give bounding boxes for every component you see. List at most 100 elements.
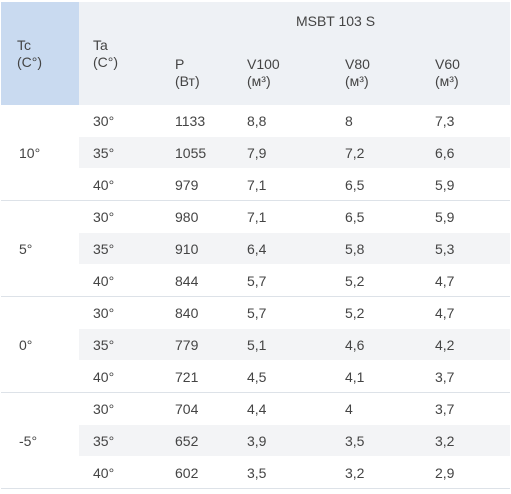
header-unit: (м³) <box>435 72 459 89</box>
table-row: 0° 30° 840 5,7 5,2 4,7 <box>1 296 510 393</box>
table-cell: 4 <box>331 392 421 425</box>
cell-value: 4,6 <box>345 336 365 353</box>
table-cell: 844 <box>161 264 233 297</box>
table-cell: 8 <box>331 105 421 137</box>
table-cell: 652 <box>161 424 233 457</box>
table-cell: 3,2 <box>331 456 421 489</box>
table-cell: 5,2 <box>331 296 421 329</box>
table-cell: 6,5 <box>331 168 421 201</box>
table-cell: 35° <box>79 424 161 457</box>
table-cell: 7,1 <box>233 168 331 201</box>
table-cell: 3,2 <box>421 424 510 457</box>
cell-value: 6,5 <box>345 208 365 225</box>
cell-value: 3,2 <box>345 464 365 481</box>
cell-value: 5,9 <box>435 176 455 193</box>
cell-value: 980 <box>175 208 199 225</box>
cell-value: 1055 <box>175 144 207 161</box>
cell-value: 4 <box>345 400 353 417</box>
table-cell: 3,7 <box>421 360 510 393</box>
table-cell: 910 <box>161 232 233 265</box>
cell-value: 2,9 <box>435 464 455 481</box>
cell-value: 652 <box>175 432 199 449</box>
cell-value: 3,7 <box>435 400 455 417</box>
header-text: V100 <box>247 55 280 72</box>
cell-value: 5,1 <box>247 336 267 353</box>
cell-value: 7,1 <box>247 176 267 193</box>
cell-value: 5,7 <box>247 272 267 289</box>
table-cell: 7,9 <box>233 136 331 169</box>
cell-value: 910 <box>175 240 199 257</box>
cell-value: 35° <box>93 240 115 257</box>
table-cell: 6,6 <box>421 136 510 169</box>
table-cell: 6,4 <box>233 232 331 265</box>
table-cell: 35° <box>79 328 161 361</box>
table-cell: 7,3 <box>421 105 510 137</box>
header-unit: (м³) <box>247 72 271 89</box>
table-cell: 30° <box>79 296 161 329</box>
table-cell: 1133 <box>161 105 233 137</box>
table-cell: 5,2 <box>331 264 421 297</box>
cell-value: 5,9 <box>435 208 455 225</box>
table-cell: 5,7 <box>233 264 331 297</box>
cell-value: 6,5 <box>345 176 365 193</box>
table-cell: 5,3 <box>421 232 510 265</box>
cell-value: 7,1 <box>247 208 267 225</box>
table-cell: 30° <box>79 392 161 425</box>
table-cell: 7,1 <box>233 200 331 233</box>
tc-value: 5° <box>19 240 33 257</box>
cell-value: 3,9 <box>247 432 267 449</box>
header-cell: P (Вт) <box>161 40 233 105</box>
table-cell: 980 <box>161 200 233 233</box>
cell-value: 30° <box>93 400 115 417</box>
table-cell: 840 <box>161 296 233 329</box>
cell-value: 840 <box>175 304 199 321</box>
cell-value: 7,2 <box>345 144 365 161</box>
cell-value: 7,9 <box>247 144 267 161</box>
table-cell: 4,7 <box>421 296 510 329</box>
tc-cell: 5° <box>1 200 79 297</box>
cell-value: 4,5 <box>247 368 267 385</box>
table-cell: 5,9 <box>421 168 510 201</box>
table-row: 40° 602 3,5 3,2 2,9 <box>1 456 510 489</box>
header-text: V80 <box>345 55 370 72</box>
header-cell: V60 (м³) <box>421 40 510 105</box>
table-cell: 35° <box>79 232 161 265</box>
table-cell: 4,1 <box>331 360 421 393</box>
cell-value: 4,4 <box>247 400 267 417</box>
table-row: 35° 1055 7,9 7,2 6,6 <box>1 136 510 169</box>
cell-value: 35° <box>93 144 115 161</box>
cell-value: 5,7 <box>247 304 267 321</box>
cell-value: 6,4 <box>247 240 267 257</box>
cell-value: 30° <box>93 304 115 321</box>
cell-value: 8 <box>345 112 353 129</box>
cell-value: 35° <box>93 336 115 353</box>
cell-value: 602 <box>175 464 199 481</box>
cell-value: 3,7 <box>435 368 455 385</box>
table-cell: 3,5 <box>233 456 331 489</box>
model-header: MSBT 103 S <box>161 2 510 40</box>
header-cell: Tc (C°) <box>1 2 79 105</box>
table-cell: 40° <box>79 360 161 393</box>
cell-value: 5,3 <box>435 240 455 257</box>
table-row: 40° 979 7,1 6,5 5,9 <box>1 168 510 201</box>
table-row: 35° 779 5,1 4,6 4,2 <box>1 328 510 361</box>
cell-value: 5,2 <box>345 272 365 289</box>
table-cell: 5,7 <box>233 296 331 329</box>
cell-value: 40° <box>93 464 115 481</box>
cell-value: 30° <box>93 112 115 129</box>
table-cell: 30° <box>79 200 161 233</box>
table-row: 40° 721 4,5 4,1 3,7 <box>1 360 510 393</box>
table-cell: 4,5 <box>233 360 331 393</box>
table-cell: 40° <box>79 264 161 297</box>
cell-value: 7,3 <box>435 112 455 129</box>
header-unit: (C°) <box>17 53 43 70</box>
table-cell: 704 <box>161 392 233 425</box>
table-cell: 5,8 <box>331 232 421 265</box>
table-row: 35° 910 6,4 5,8 5,3 <box>1 232 510 265</box>
cell-value: 779 <box>175 336 199 353</box>
header-cell: V100 (м³) <box>233 40 331 105</box>
table-cell: 4,2 <box>421 328 510 361</box>
tc-cell: 0° <box>1 296 79 393</box>
cell-value: 30° <box>93 208 115 225</box>
